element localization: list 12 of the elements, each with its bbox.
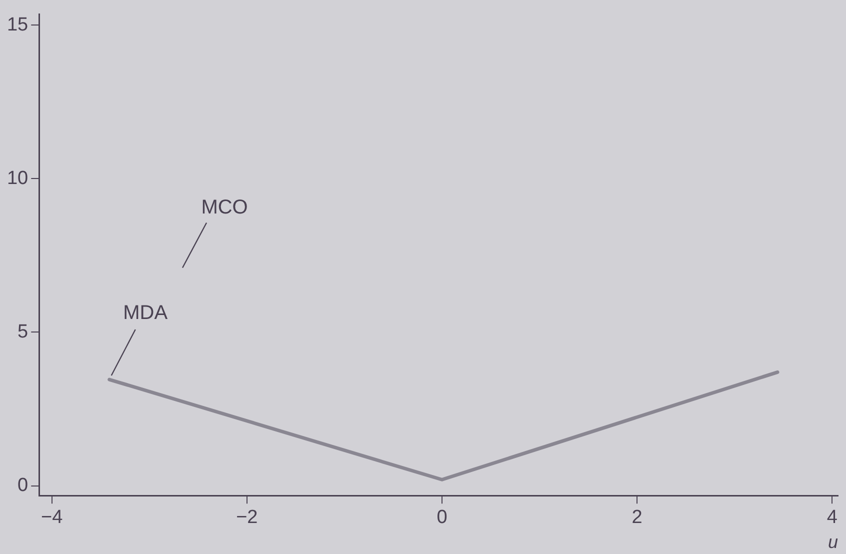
y-tick-label: 10: [6, 168, 28, 189]
annotation: MCO: [201, 196, 248, 218]
y-tick-label: 0: [18, 475, 28, 496]
x-tick-label: 0: [436, 507, 448, 528]
x-tick-label: −2: [236, 507, 258, 528]
y-tick-label: 15: [6, 14, 28, 36]
y-tick-label: 5: [18, 321, 28, 342]
text: MDA: [123, 302, 168, 324]
x-tick-label: −4: [40, 507, 64, 528]
x-tick-label: 2: [632, 507, 642, 528]
x-tick-label: 4: [826, 507, 838, 528]
x-axis-title: u: [828, 532, 838, 552]
